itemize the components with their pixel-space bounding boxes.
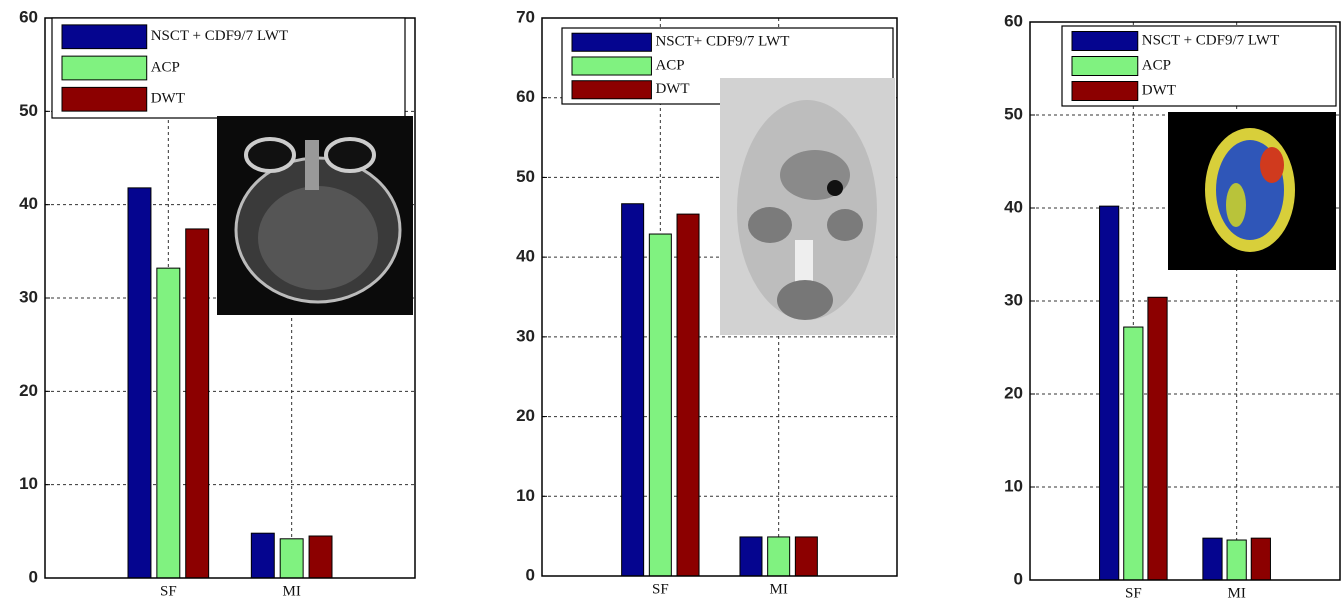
- y-tick-label: 20: [1004, 383, 1023, 402]
- bar: [186, 229, 209, 578]
- legend-label: NSCT + CDF9/7 LWT: [1142, 32, 1280, 48]
- y-tick-label: 10: [19, 474, 38, 493]
- brain-color-image: [1168, 112, 1336, 270]
- legend-label: DWT: [151, 91, 185, 107]
- legend-swatch: [1072, 32, 1138, 51]
- legend-label: ACP: [151, 59, 180, 75]
- legend-label: DWT: [1142, 82, 1176, 98]
- bar: [622, 204, 644, 576]
- bar: [309, 536, 332, 578]
- legend-swatch: [572, 33, 651, 51]
- bar: [795, 537, 817, 576]
- y-tick-label: 60: [1004, 11, 1023, 30]
- bar: [1203, 538, 1222, 580]
- body-ct-image: [720, 78, 895, 335]
- legend-swatch: [62, 56, 147, 80]
- bar: [1227, 540, 1246, 580]
- x-tick-label: MI: [282, 583, 300, 599]
- y-tick-label: 10: [516, 486, 535, 505]
- y-tick-label: 30: [19, 287, 38, 306]
- page: 0 10 20 30 40 50 60 SF MI NSCT + CDF9/7 LWT ACP DWT…: [0, 0, 1343, 603]
- legend-label: NSCT+ CDF9/7 LWT: [655, 34, 789, 50]
- bar: [157, 268, 180, 578]
- bar: [1148, 297, 1167, 580]
- y-tick-label: 10: [1004, 476, 1023, 495]
- bar: [740, 537, 762, 576]
- bar: [649, 234, 671, 576]
- bar: [1100, 206, 1119, 580]
- y-tick-label: 60: [516, 87, 535, 106]
- y-tick-label: 50: [1004, 104, 1023, 123]
- legend-label: ACP: [1142, 57, 1171, 73]
- legend-label: NSCT + CDF9/7 LWT: [151, 28, 289, 44]
- y-tick-label: 30: [516, 326, 535, 345]
- legend-swatch: [1072, 82, 1138, 101]
- x-tick-label: SF: [652, 581, 669, 597]
- bar: [280, 539, 303, 578]
- x-tick-label: SF: [160, 583, 177, 599]
- y-tick-label: 0: [29, 567, 38, 586]
- bar: [251, 533, 274, 578]
- y-tick-label: 0: [1014, 569, 1023, 588]
- legend-label: DWT: [655, 81, 689, 97]
- y-tick-label: 0: [526, 565, 535, 584]
- y-tick-label: 60: [19, 7, 38, 26]
- legend-swatch: [572, 81, 651, 99]
- bar: [677, 214, 699, 576]
- legend-label: ACP: [655, 57, 684, 73]
- y-tick-label: 20: [19, 381, 38, 400]
- x-tick-label: SF: [1125, 585, 1142, 601]
- y-tick-label: 20: [516, 406, 535, 425]
- y-tick-label: 40: [516, 247, 535, 266]
- legend-swatch: [572, 57, 651, 75]
- y-tick-label: 30: [1004, 290, 1023, 309]
- y-tick-label: 50: [516, 167, 535, 186]
- y-tick-label: 50: [19, 101, 38, 120]
- legend-swatch: [62, 25, 147, 49]
- bar: [1251, 538, 1270, 580]
- y-tick-label: 40: [1004, 197, 1023, 216]
- legend-swatch: [1072, 57, 1138, 76]
- bar: [1124, 327, 1143, 580]
- bar: [128, 188, 151, 578]
- brain-mri-image: [217, 116, 413, 315]
- bar: [768, 537, 790, 576]
- y-tick-label: 70: [516, 7, 535, 26]
- x-tick-label: MI: [1227, 585, 1245, 601]
- legend-swatch: [62, 87, 147, 111]
- x-tick-label: MI: [769, 581, 787, 597]
- figure: 0 10 20 30 40 50 60 SF MI NSCT + CDF9/7 LWT ACP DWT…: [0, 0, 1343, 603]
- y-tick-label: 40: [19, 194, 38, 213]
